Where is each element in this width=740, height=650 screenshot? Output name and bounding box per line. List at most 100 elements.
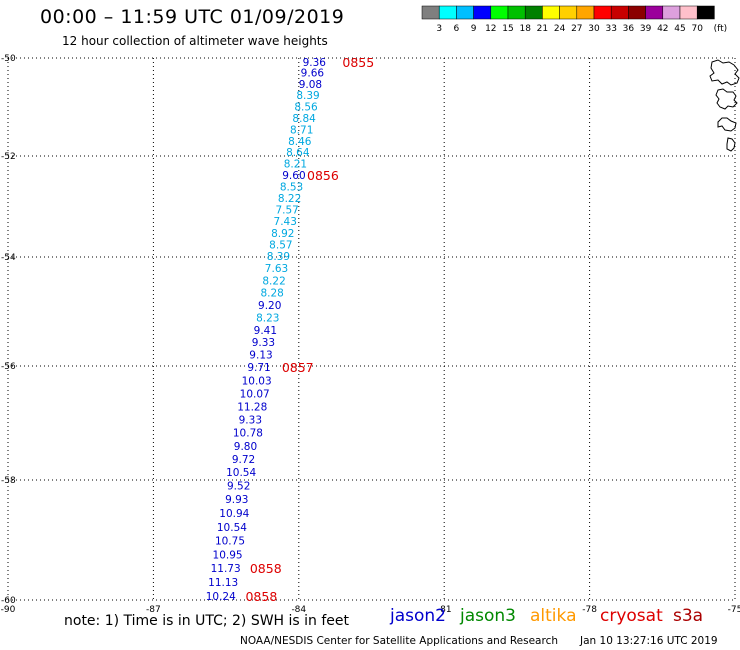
wave-height-point: 8.46 [288, 136, 312, 148]
axis-ticks: -50 -52 -54 -56 -58 -60-90 -87 -84 -81 -78 -75 [1, 54, 740, 615]
wave-height-point: 8.23 [256, 312, 279, 324]
legend-label: 12 [485, 24, 496, 34]
wave-height-point: 8.64 [286, 147, 310, 159]
y-tick-label: -56 [1, 362, 16, 372]
x-tick-label: -81 [437, 605, 452, 615]
legend-swatch [438, 5, 457, 20]
legend-swatch [542, 5, 560, 20]
x-tick-label: -78 [582, 605, 597, 615]
wave-height-point: 8.53 [280, 181, 303, 193]
sat-label-s3a: s3a [673, 606, 704, 626]
legend-label: 18 [519, 24, 531, 34]
wave-height-point: 8.28 [260, 287, 283, 299]
legend-label: 39 [640, 24, 652, 34]
legend-label: 30 [588, 24, 600, 34]
wave-height-point: 10.03 [242, 375, 272, 387]
sat-label-cryosat: cryosat [600, 606, 663, 626]
time-label: 0856 [307, 168, 339, 183]
wave-height-point: 10.75 [215, 536, 245, 548]
legend-swatch [421, 5, 440, 20]
legend-label: 36 [623, 24, 635, 34]
wave-height-point: 9.52 [227, 480, 250, 492]
sat-label-altika: altika [530, 606, 577, 626]
legend-swatch [507, 5, 526, 20]
color-legend: 3 6 9 12 15 18 21 24 27 30 33 36 39 42 45 70 (ft) [421, 5, 728, 34]
wave-height-point: 10.95 [213, 549, 243, 561]
y-tick-label: -58 [1, 476, 16, 486]
wave-height-point: 8.57 [269, 239, 292, 251]
legend-swatch [524, 5, 543, 20]
legend-swatch [696, 5, 715, 20]
legend-label: 24 [554, 24, 566, 34]
time-label: 0858 [245, 589, 277, 604]
wave-height-point: 9.36 [303, 57, 327, 69]
legend-swatch [679, 5, 698, 20]
wave-height-point: 9.80 [234, 441, 257, 453]
legend-label: (ft) [714, 24, 728, 34]
legend-swatch [662, 5, 681, 20]
sat-label-jason2: jason2 [390, 606, 446, 626]
legend-label: 6 [454, 24, 460, 34]
wave-height-point: 10.54 [226, 467, 256, 479]
wave-height-point: 8.71 [290, 125, 313, 137]
wave-height-point: 9.41 [254, 325, 277, 337]
legend-label: 3 [436, 24, 442, 34]
wave-height-point: 10.78 [233, 428, 263, 440]
wave-height-point: 9.08 [299, 79, 322, 91]
legend-swatch [628, 5, 646, 20]
wave-height-point: 10.07 [240, 388, 270, 400]
wave-height-point: 7.57 [275, 205, 298, 217]
wave-height-point: 9.93 [225, 494, 248, 506]
wave-height-point: 10.94 [219, 508, 249, 520]
legend-swatch [645, 5, 664, 20]
wave-height-point: 8.22 [262, 275, 285, 287]
legend-swatch [456, 5, 474, 20]
wave-height-point: 8.84 [292, 113, 316, 125]
sat-label-jason3: jason3 [460, 606, 516, 626]
legend-swatch [576, 5, 595, 20]
x-tick-label: -87 [146, 605, 161, 615]
wave-height-point: 9.33 [239, 415, 262, 427]
coastline-outline [709, 59, 740, 86]
wave-height-point: 8.22 [278, 193, 301, 205]
x-tick-label: -90 [1, 605, 16, 615]
wave-height-point: 8.39 [296, 90, 319, 102]
wave-height-point: 8.56 [294, 102, 318, 114]
y-tick-label: -50 [1, 54, 16, 64]
wave-height-point: 9.66 [301, 68, 325, 80]
wave-height-point: 9.33 [252, 337, 275, 349]
wave-height-point: 7.63 [265, 263, 288, 275]
legend-swatch [490, 5, 509, 20]
legend-label: 42 [657, 24, 668, 34]
wave-height-point: 9.13 [249, 350, 272, 362]
time-labels: 0855 0856 0857 0858 0858 [245, 55, 374, 604]
legend-swatch [473, 5, 492, 20]
legend-label: 27 [571, 24, 582, 34]
legend-swatch [610, 5, 629, 20]
chart-title: 00:00 – 11:59 UTC 01/09/2019 [40, 6, 345, 28]
legend-label: 9 [471, 24, 477, 34]
coastline-outline [717, 117, 737, 132]
data-points: 9.369.669.088.398.568.848.718.468.648.21… [206, 57, 327, 603]
legend-label: 15 [502, 24, 513, 34]
time-label: 0858 [250, 561, 282, 576]
wave-height-point: 9.72 [232, 454, 255, 466]
legend-label: 21 [537, 24, 548, 34]
wave-height-point: 11.28 [237, 401, 267, 413]
wave-height-point: 9.60 [282, 170, 305, 182]
x-tick-label: -84 [291, 605, 306, 615]
generated-timestamp: Jan 10 13:27:16 UTC 2019 [580, 635, 718, 647]
coastline-outline [726, 137, 736, 152]
wave-height-point: 7.43 [274, 216, 297, 228]
footer-note: note: 1) Time is in UTC; 2) SWH is in fe… [64, 613, 350, 629]
chart-subtitle: 12 hour collection of altimeter wave hei… [62, 34, 328, 48]
legend-label: 70 [691, 24, 703, 34]
coastline-outline [715, 88, 738, 110]
wave-height-point: 11.13 [208, 577, 238, 589]
legend-swatch [559, 5, 578, 20]
time-label: 0855 [342, 55, 374, 70]
time-label: 0857 [282, 360, 314, 375]
wave-height-point: 8.39 [267, 251, 290, 263]
legend-label: 45 [674, 24, 685, 34]
